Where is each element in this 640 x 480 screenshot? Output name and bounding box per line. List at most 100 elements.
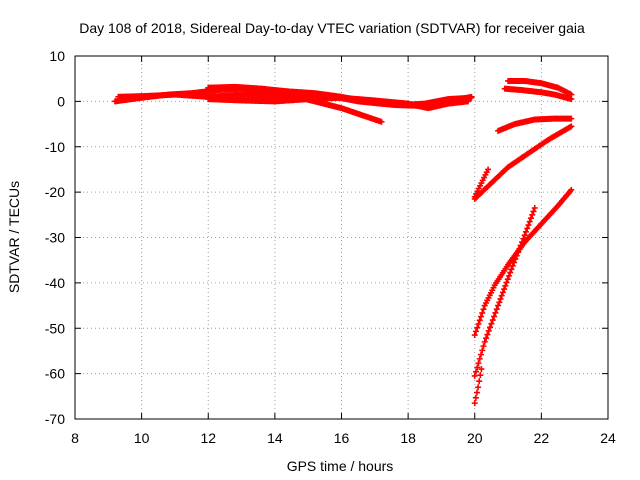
y-tick-label: -60: [45, 366, 65, 382]
data-point: [468, 93, 475, 100]
data-point: [477, 372, 484, 379]
data-point: [530, 208, 537, 215]
data-point: [472, 368, 479, 375]
y-tick-label: -50: [45, 320, 65, 336]
data-point: [507, 269, 514, 276]
data-point: [475, 320, 482, 327]
data-point: [472, 394, 479, 401]
x-tick-label: 18: [400, 430, 416, 446]
data-point: [520, 235, 527, 242]
data-point: [527, 215, 534, 222]
data-point: [476, 378, 483, 385]
data-point: [526, 218, 533, 225]
chart-title: Day 108 of 2018, Sidereal Day-to-day VTE…: [79, 20, 585, 36]
x-tick-label: 14: [267, 430, 283, 446]
data-point: [477, 351, 484, 358]
data-point: [524, 225, 531, 232]
data-point: [480, 306, 487, 313]
data-point: [471, 400, 478, 407]
data-point: [498, 292, 505, 299]
data-point: [479, 309, 486, 316]
y-tick-label: -70: [45, 411, 65, 427]
axis-ticks: [74, 55, 609, 420]
data-point: [516, 245, 523, 252]
data-point: [522, 228, 529, 235]
series-sat-l: [471, 366, 485, 407]
series-sat-d: [205, 94, 472, 112]
data-point: [475, 384, 482, 391]
data-point: [568, 123, 575, 130]
data-point: [511, 259, 518, 266]
data-point: [513, 252, 520, 259]
x-tick-label: 20: [467, 430, 483, 446]
data-point: [512, 256, 519, 263]
x-tick-label: 12: [200, 430, 216, 446]
y-tick-labels: 10 0 -10 -20 -30 -40 -50 -60 -70: [45, 48, 65, 427]
series-sat-a: [111, 85, 385, 125]
x-tick-label: 16: [334, 430, 350, 446]
series-sat-f: [501, 85, 575, 103]
data-point: [479, 347, 486, 354]
data-point: [503, 279, 510, 286]
data-point: [519, 239, 526, 246]
data-point: [492, 309, 499, 316]
data-point: [496, 299, 503, 306]
data-point: [497, 295, 504, 302]
data-point: [504, 276, 511, 283]
data-point: [474, 364, 481, 371]
data-point: [465, 98, 472, 105]
series-sat-h: [471, 123, 575, 202]
data-point: [505, 272, 512, 279]
data-point: [501, 286, 508, 293]
series-sat-k: [471, 205, 538, 379]
data-point: [475, 360, 482, 367]
data-point: [476, 355, 483, 362]
data-point: [485, 166, 492, 173]
y-tick-label: 10: [49, 48, 65, 64]
data-point: [515, 249, 522, 256]
x-tick-label: 24: [600, 430, 616, 446]
data-point: [471, 372, 478, 379]
data-point: [568, 186, 575, 193]
data-point: [488, 320, 495, 327]
data-point: [568, 96, 575, 103]
y-tick-label: 0: [57, 93, 65, 109]
data-point: [502, 282, 509, 289]
data-point: [499, 289, 506, 296]
data-point: [487, 324, 494, 331]
series-sat-e: [505, 77, 575, 98]
data-point: [473, 389, 480, 396]
data-point: [495, 302, 502, 309]
x-tick-label: 8: [71, 430, 79, 446]
data-point: [378, 118, 385, 125]
data-point: [493, 306, 500, 313]
data-point: [489, 317, 496, 324]
data-point: [508, 266, 515, 273]
y-axis-title: SDTVAR / TECUs: [6, 181, 22, 293]
series-sat-i: [471, 166, 492, 200]
y-tick-label: -40: [45, 275, 65, 291]
x-tick-labels: 8 10 12 14 16 18 20 22 24: [71, 430, 616, 446]
data-point: [521, 232, 528, 239]
data-point: [529, 211, 536, 218]
data-point: [478, 366, 485, 373]
data-point: [476, 317, 483, 324]
x-tick-label: 22: [534, 430, 550, 446]
data-point: [531, 205, 538, 212]
data-point: [480, 343, 487, 350]
data-point: [517, 242, 524, 249]
y-tick-label: -30: [45, 230, 65, 246]
y-tick-label: -10: [45, 139, 65, 155]
series-sat-j: [471, 186, 575, 339]
data-point: [525, 222, 532, 229]
data-point: [568, 115, 575, 122]
x-axis-title: GPS time / hours: [287, 458, 394, 474]
x-tick-label: 10: [134, 430, 150, 446]
data-point: [491, 313, 498, 320]
y-tick-label: -20: [45, 184, 65, 200]
data-point: [474, 324, 481, 331]
data-point: [483, 335, 490, 342]
data-points: [111, 77, 575, 407]
data-point: [477, 313, 484, 320]
